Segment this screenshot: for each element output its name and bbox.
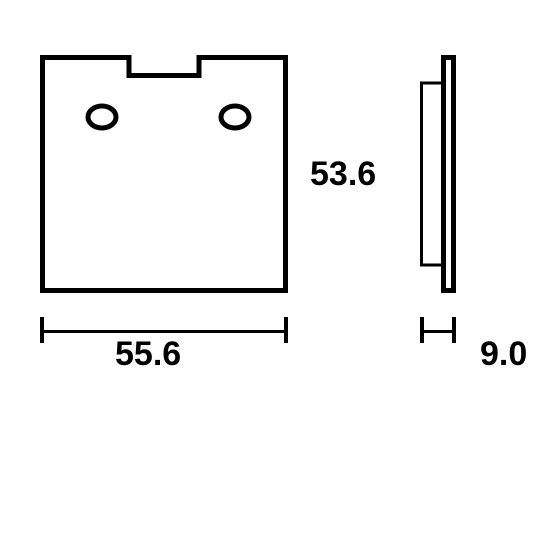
dimension-height-label: 53.6 [310,155,376,194]
dimension-thickness-tick-right [452,317,456,343]
dimension-thickness-tick-left [420,317,424,343]
drawing-canvas: 53.6 55.6 9.0 [0,0,550,550]
dimension-width-line [40,330,288,333]
pad-front-view [40,55,288,293]
dimension-width-tick-right [284,317,288,343]
dimension-width-tick-left [40,317,44,343]
dimension-thickness-label: 9.0 [480,335,527,374]
pad-side-view [420,55,456,293]
dimension-width-label: 55.6 [115,335,181,374]
dimension-thickness-line [420,330,456,333]
